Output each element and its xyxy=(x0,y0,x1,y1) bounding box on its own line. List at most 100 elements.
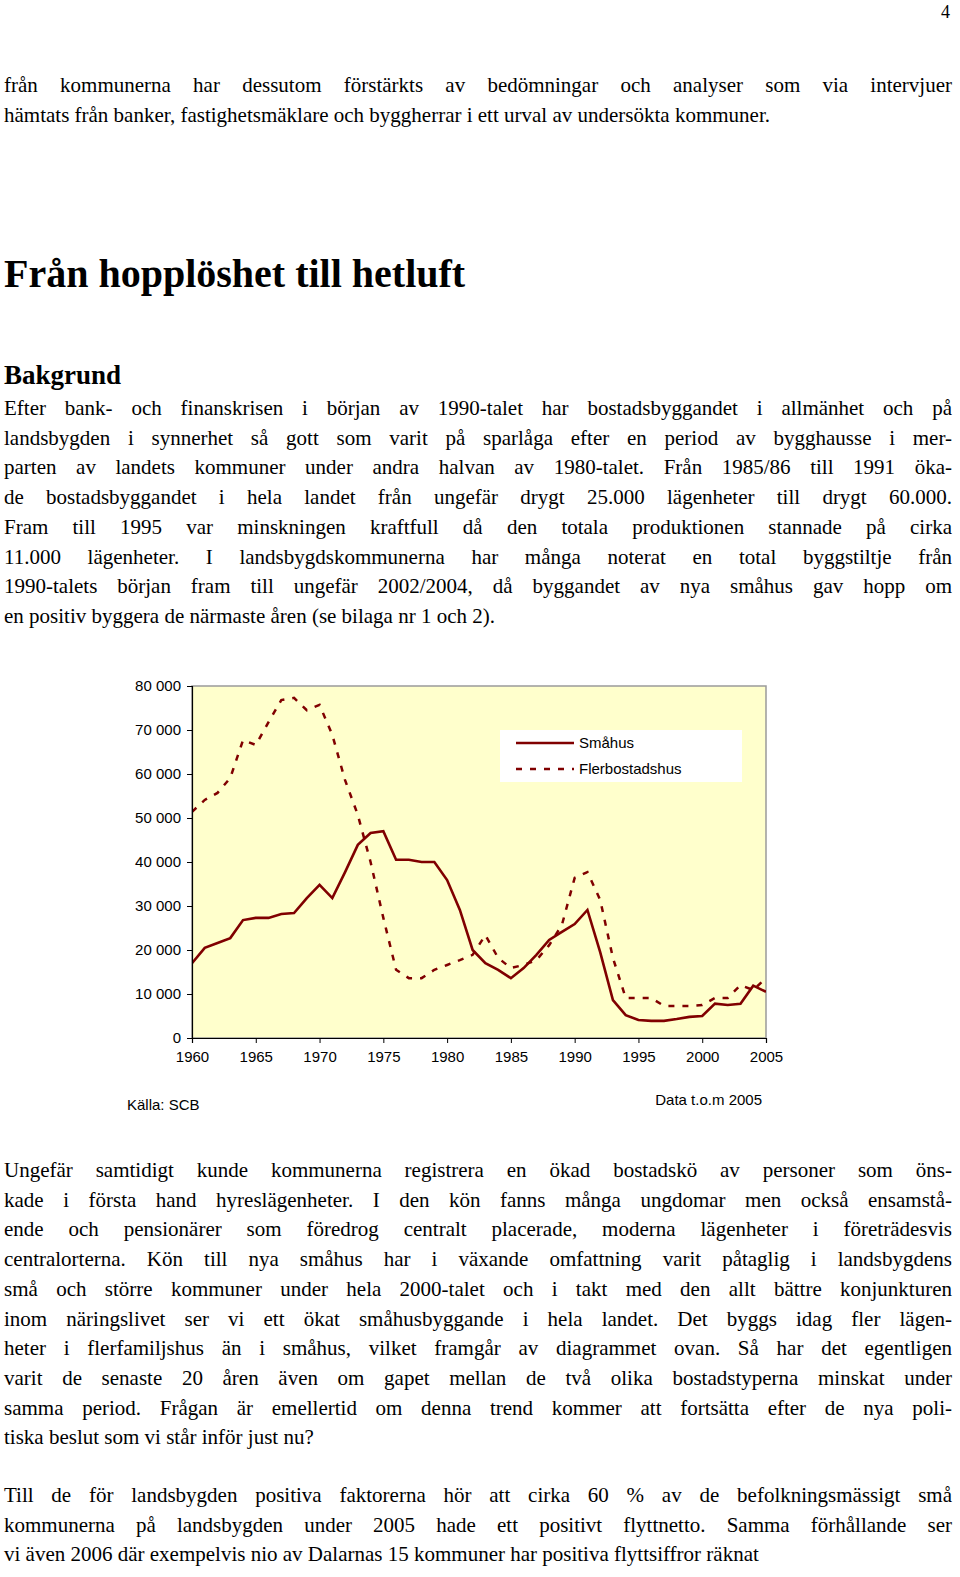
tick: 1990 xyxy=(558,1038,591,1065)
tick-label: 1965 xyxy=(240,1048,273,1065)
tick-mark xyxy=(187,994,192,995)
tick: 40 000 xyxy=(135,853,192,870)
text-line: kade i första hand hyreslägenheter. I de… xyxy=(4,1188,952,1212)
text-line: kommunerna på landsbygden under 2005 had… xyxy=(4,1513,952,1537)
text-line: 1990-talets början fram till ungefär 200… xyxy=(4,574,952,598)
series-line xyxy=(192,698,766,1006)
text-line: 11.000 lägenheter. I landsbygdskommunern… xyxy=(4,545,952,569)
tick: 2005 xyxy=(750,1038,783,1065)
text-line: ende och pensionärer som föredrog centra… xyxy=(4,1217,952,1241)
tick-mark xyxy=(702,1038,703,1043)
tick: 70 000 xyxy=(135,721,192,738)
tick: 1960 xyxy=(176,1038,209,1065)
axis-line xyxy=(187,687,193,1039)
plot-background xyxy=(192,686,766,1038)
text-line: centralorterna. Kön till nya småhus har … xyxy=(4,1247,952,1271)
tick-label: 2005 xyxy=(750,1048,783,1065)
tick: 80 000 xyxy=(135,677,192,694)
tick-label: 1990 xyxy=(558,1048,591,1065)
text-line: landsbygden i synnerhet så gott som vari… xyxy=(4,426,952,450)
tick-mark xyxy=(638,1038,639,1043)
tick: 1975 xyxy=(367,1038,400,1065)
tick-mark xyxy=(187,818,192,819)
tick-label: 1995 xyxy=(622,1048,655,1065)
tick: 1970 xyxy=(303,1038,336,1065)
chart: 0 10 000 20 000 30 000 40 000 50 000 60 000 70 … xyxy=(0,660,960,1130)
tick-mark xyxy=(447,1038,448,1043)
tick-mark xyxy=(187,906,192,907)
tick-mark xyxy=(187,1038,192,1039)
text-line: de bostadsbyggandet i hela landet från u… xyxy=(4,485,952,509)
tick-label: 30 000 xyxy=(135,897,181,914)
y-axis: 0 10 000 20 000 30 000 40 000 50 000 60 000 70 … xyxy=(135,677,192,1046)
text-line: en positiv byggera de närmaste åren (se … xyxy=(4,604,952,628)
tick: 60 000 xyxy=(135,765,192,782)
tick-label: 1985 xyxy=(495,1048,528,1065)
text-line: parten av landets kommuner under andra h… xyxy=(4,455,952,479)
text-line: Ungefär samtidigt kunde kommunerna regis… xyxy=(4,1158,952,1182)
text-line: små och större kommuner under hela 2000-… xyxy=(4,1277,952,1301)
section-heading: Bakgrund xyxy=(4,359,121,391)
tick-mark xyxy=(187,950,192,951)
text-line: varit de senaste 20 åren även om gapet m… xyxy=(4,1366,952,1390)
tick: 0 xyxy=(173,1029,192,1046)
tick-label: 1975 xyxy=(367,1048,400,1065)
tick: 1965 xyxy=(240,1038,273,1065)
tick-mark xyxy=(575,1038,576,1043)
tick-label: 0 xyxy=(173,1029,181,1046)
tick: 20 000 xyxy=(135,941,192,958)
tick-label: 20 000 xyxy=(135,941,181,958)
tick: 1985 xyxy=(495,1038,528,1065)
text-line: Till de för landsbygden positiva faktore… xyxy=(4,1483,952,1507)
tick-label: 40 000 xyxy=(135,853,181,870)
page: 4 från kommunerna har dessutom förstärkts… xyxy=(0,0,960,1577)
tick: 30 000 xyxy=(135,897,192,914)
tick-mark xyxy=(383,1038,384,1043)
legend-box xyxy=(500,730,742,782)
tick-label: 50 000 xyxy=(135,809,181,826)
text-line: samma period. Frågan är emellertid om de… xyxy=(4,1396,952,1420)
tick-label: 1980 xyxy=(431,1048,464,1065)
legend-label: Flerbostadshus xyxy=(579,760,682,777)
text-line: heter i flerfamiljshus än i småhus, vilk… xyxy=(4,1336,952,1360)
tick-label: 80 000 xyxy=(135,677,181,694)
axis-line xyxy=(193,1039,767,1044)
tick-label: 1970 xyxy=(303,1048,336,1065)
text-line: tiska beslut som vi står inför just nu? xyxy=(4,1425,952,1449)
tick-label: 10 000 xyxy=(135,985,181,1002)
legend-swatch xyxy=(516,768,574,771)
tick-label: 70 000 xyxy=(135,721,181,738)
tick-mark xyxy=(187,730,192,731)
text-line: från kommunerna har dessutom förstärkts … xyxy=(4,73,952,97)
text-line: hämtats från banker, fastighetsmäklare o… xyxy=(4,103,952,127)
tick: 10 000 xyxy=(135,985,192,1002)
tick: 1995 xyxy=(622,1038,655,1065)
tick: 1980 xyxy=(431,1038,464,1065)
text-line: Efter bank- och finanskrisen i början av… xyxy=(4,396,952,420)
tick-mark xyxy=(256,1038,257,1043)
page-number: 4 xyxy=(941,0,950,24)
tick-mark xyxy=(192,1038,193,1043)
tick-mark xyxy=(766,1038,767,1043)
series-group xyxy=(192,698,766,1021)
tick-label: 60 000 xyxy=(135,765,181,782)
tick-mark xyxy=(187,774,192,775)
annotation: Källa: SCB xyxy=(127,1096,200,1113)
tick-label: 1960 xyxy=(176,1048,209,1065)
text-line: Fram till 1995 var minskningen kraftfull… xyxy=(4,515,952,539)
text-line: inom näringslivet ser vi ett ökat småhus… xyxy=(4,1307,952,1331)
text-line: vi även 2006 där exempelvis nio av Dalar… xyxy=(4,1542,952,1566)
tick-mark xyxy=(187,686,192,687)
x-axis: 1960 1965 1970 1975 1980 1985 1990 1995 2000 2005 xyxy=(176,1038,783,1065)
legend: Småhus Flerbostadshus xyxy=(500,730,742,782)
tick: 50 000 xyxy=(135,809,192,826)
series-line xyxy=(192,831,766,1021)
tick-mark xyxy=(511,1038,512,1043)
annotation: Data t.o.m 2005 xyxy=(655,1091,762,1108)
legend-label: Småhus xyxy=(579,734,634,751)
heading: Från hopplöshet till hetluft xyxy=(4,250,465,298)
tick-mark xyxy=(320,1038,321,1043)
tick-mark xyxy=(187,862,192,863)
legend-swatch xyxy=(516,742,574,745)
tick-label: 2000 xyxy=(686,1048,719,1065)
